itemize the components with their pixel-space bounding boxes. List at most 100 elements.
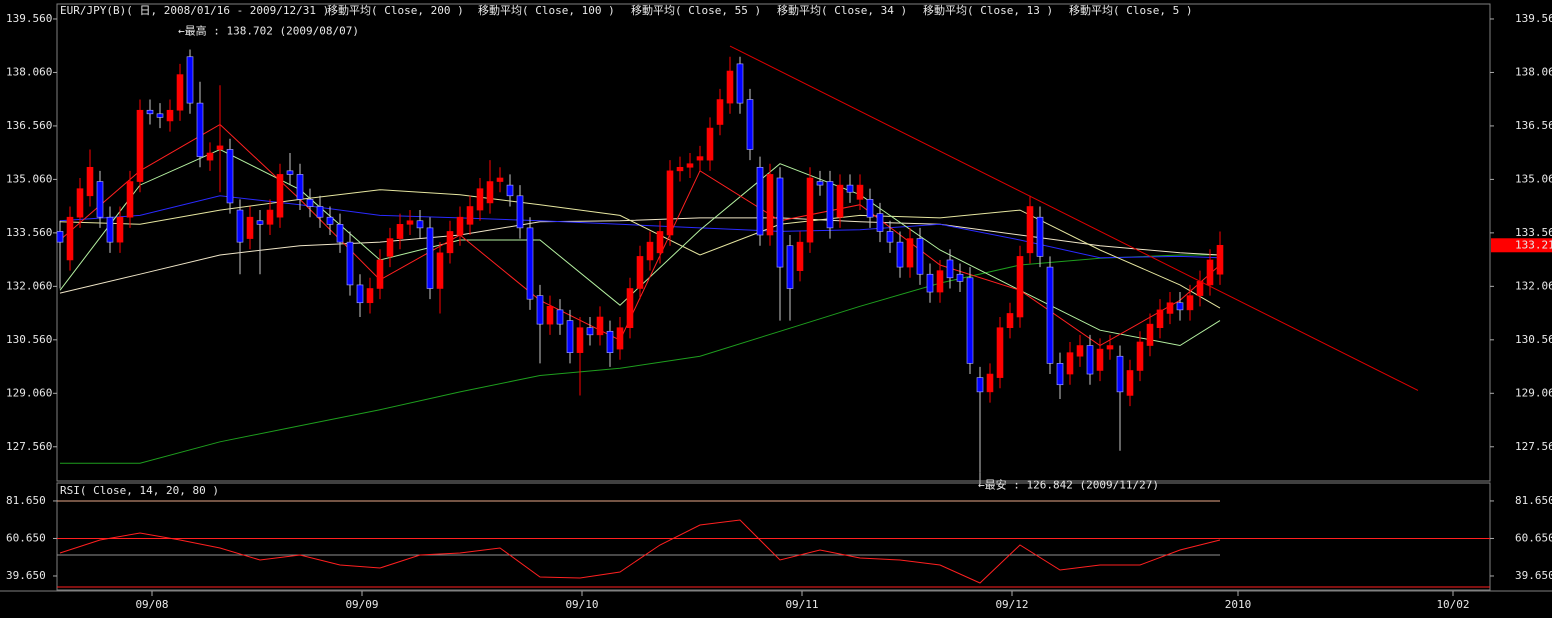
legend-label: 移動平均( Close, 13 ) [923,3,1053,17]
candle-body [696,156,704,161]
y-tick-label: 135.060 [6,172,52,185]
candle-body [196,102,204,157]
y-tick-label: 139.560 [6,12,52,25]
candle-body [246,216,254,239]
candle-body [836,184,844,218]
candle-body [996,327,1004,378]
rsi-tick-label: 60.650 [6,531,46,544]
candle-body [1216,244,1224,275]
y-tick-label: 136.560 [6,119,52,132]
candle-body [236,209,244,243]
y-tick-label: 127.560 [1515,440,1552,453]
candle-body [526,227,534,300]
price-marker-label: 133.212 [1515,238,1552,251]
candle-body [96,181,104,218]
candle-body [106,216,114,243]
candle-body [56,231,64,243]
candle-body [506,184,514,197]
candle-body [336,224,344,243]
main-panel [56,3,1491,482]
y-tick-label: 138.060 [6,65,52,78]
candle-body [876,213,884,232]
candle-body [436,252,444,289]
candle-body [556,309,564,325]
candle-body [656,231,664,254]
rsi-tick-label: 60.650 [1515,531,1552,544]
candle-body [516,195,524,229]
y-tick-label: 132.060 [1515,279,1552,292]
candle-body [596,316,604,336]
legend-label: 移動平均( Close, 34 ) [777,3,907,17]
candle-body [466,206,474,225]
candle-body [896,241,904,268]
candle-body [636,256,644,289]
candle-body [216,145,224,150]
y-tick-label: 135.060 [1515,172,1552,185]
candle-body [176,74,184,111]
annotation: ←最安 : 126.842 (2009/11/27) [978,477,1159,491]
candle-body [976,377,984,393]
candle-body [66,216,74,261]
candle-body [1106,345,1114,350]
candle-body [486,181,494,204]
legend-label: 移動平均( Close, 5 ) [1069,3,1192,17]
candle-body [686,163,694,168]
candle-body [646,241,654,261]
price-marker [1491,238,1552,253]
candle-body [1146,323,1154,346]
rsi-panel [56,482,1491,591]
candle-body [736,63,744,104]
candle-body [766,174,774,236]
candle-body [706,127,714,161]
candle-body [576,327,584,353]
candle-body [866,199,874,218]
candle-body [186,56,194,104]
y-tick-label: 129.060 [6,386,52,399]
candle-body [586,327,594,336]
candle-body [566,320,574,353]
candle-body [856,184,864,200]
y-tick-label: 133.560 [1515,226,1552,239]
candle-body [906,238,914,268]
candle-body [616,327,624,350]
x-tick-label: 09/08 [135,598,168,611]
candle-body [1076,345,1084,357]
candle-body [626,288,634,329]
candle-body [786,245,794,289]
candle-body [1006,313,1014,329]
candle-body [276,174,284,218]
rsi-tick-label: 39.650 [1515,569,1552,582]
candle-body [356,284,364,304]
y-tick-label: 130.560 [1515,333,1552,346]
candle-body [1206,259,1214,286]
candle-body [946,259,954,279]
x-tick-label: 09/11 [785,598,818,611]
candle-body [726,70,734,104]
candle-body [396,224,404,239]
candle-body [136,109,144,182]
candle-body [256,220,264,225]
rsi-line [59,519,1221,584]
rsi-title: RSI( Close, 14, 20, 80 ) [60,484,219,497]
candle-body [476,188,484,211]
candle-body [266,209,274,225]
trendline [729,45,1419,391]
rsi-tick-label: 39.650 [6,569,46,582]
candle-body [496,177,504,182]
candle-body [536,295,544,325]
rsi-tick-label: 81.650 [1515,494,1552,507]
candle-body [1186,295,1194,311]
candle-body [306,199,314,207]
candle-body [1096,348,1104,371]
x-tick-label: 09/10 [565,598,598,611]
candle-body [296,174,304,200]
candle-body [806,177,814,243]
x-tick-label: 10/02 [1436,598,1469,611]
candle-body [116,216,124,243]
candle-body [286,170,294,175]
candle-body [886,231,894,243]
y-tick-label: 139.560 [1515,12,1552,25]
